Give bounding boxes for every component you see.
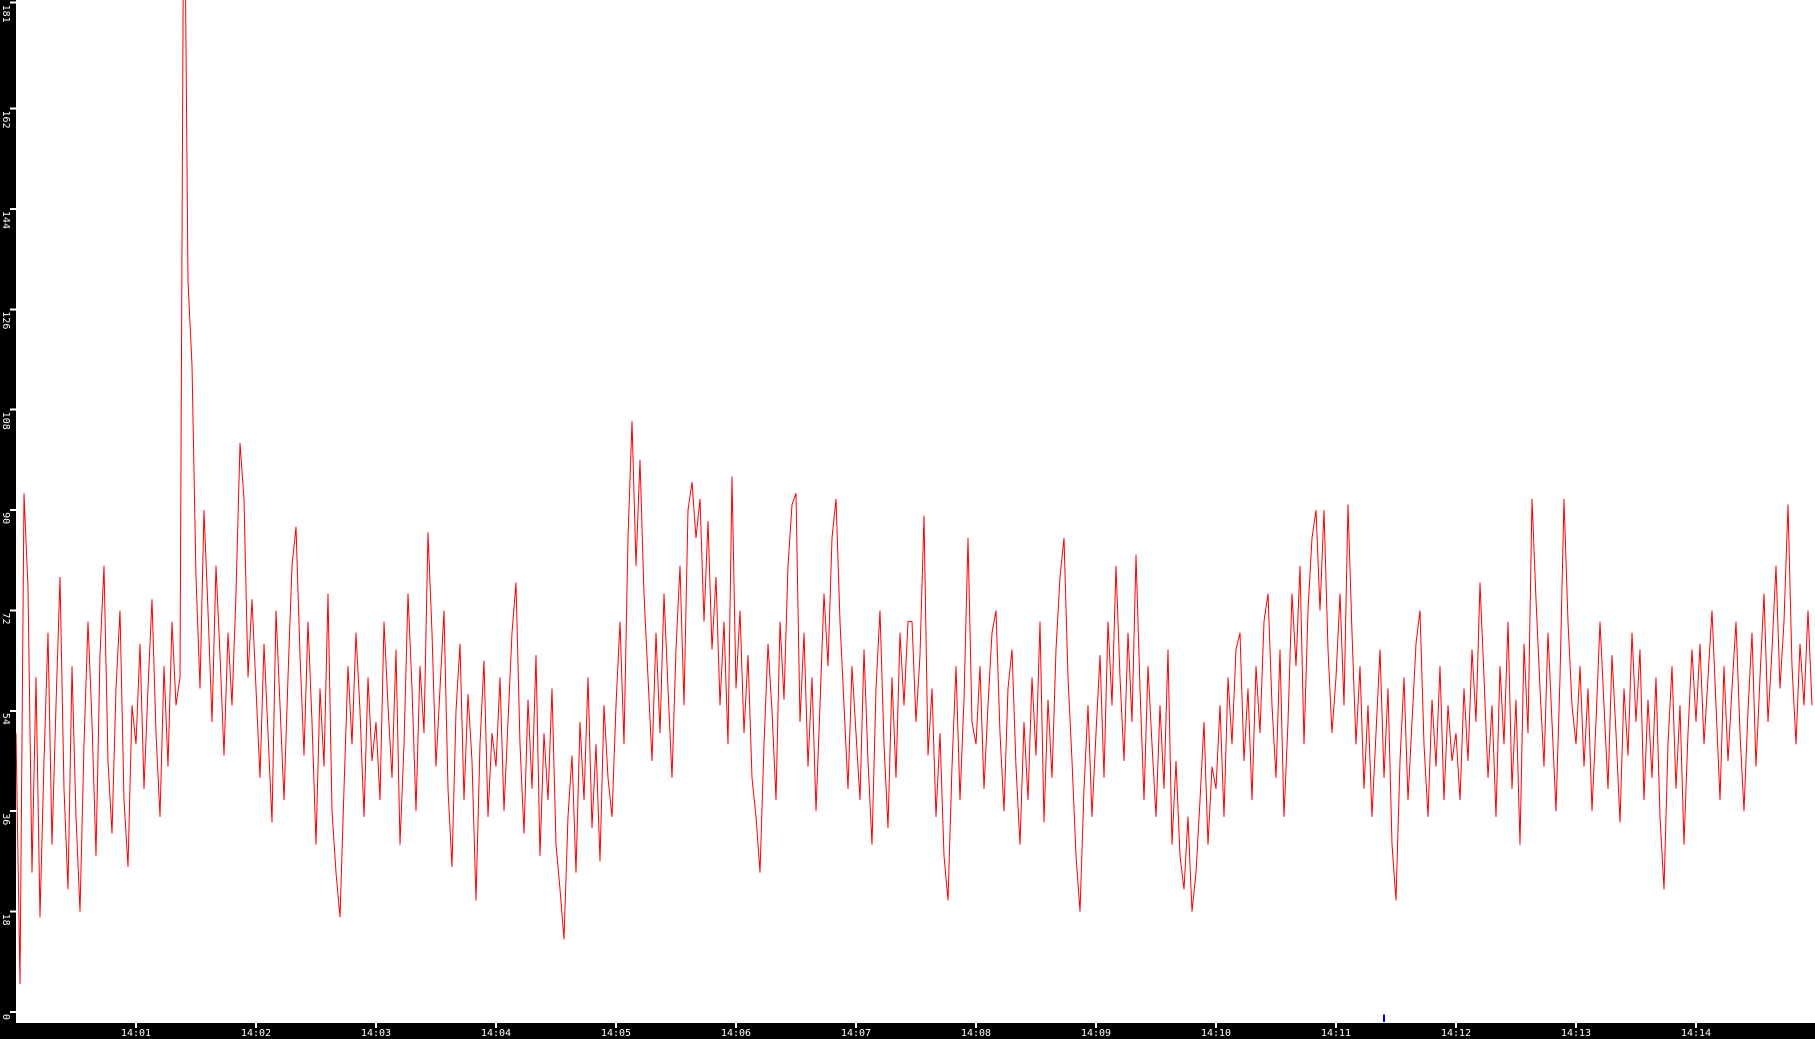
x-tick-label: 14:02 (241, 1028, 271, 1039)
x-tick-label: 14:13 (1561, 1028, 1591, 1039)
x-tick-label: 14:04 (481, 1028, 511, 1039)
x-tick-label: 14:09 (1081, 1028, 1111, 1039)
x-tick-label: 14:01 (121, 1028, 151, 1039)
plot-area[interactable] (16, 0, 1815, 1023)
x-tick-label: 14:08 (961, 1028, 991, 1039)
red-series-line (15, 0, 1813, 985)
y-tick-label: 181 (0, 5, 11, 23)
x-tick-label: 14:06 (721, 1028, 751, 1039)
x-tick-label: 14:03 (361, 1028, 391, 1039)
y-tick-label: 126 (0, 311, 11, 329)
x-tick-label: 14:14 (1681, 1028, 1711, 1039)
x-tick-label: 14:11 (1321, 1028, 1351, 1039)
y-tick-label: 162 (0, 111, 11, 129)
y-tick-label: 18 (0, 914, 11, 926)
y-tick-label: 54 (0, 713, 11, 725)
y-tick-label: 72 (0, 612, 11, 624)
x-axis-bar (0, 1023, 1815, 1039)
x-tick-label: 14:12 (1441, 1028, 1471, 1039)
x-tick-label: 14:10 (1201, 1028, 1231, 1039)
y-tick-label: 144 (0, 211, 11, 229)
y-tick-label: 36 (0, 813, 11, 825)
y-axis-bar (0, 0, 16, 1039)
y-tick-label: 0 (0, 1014, 11, 1020)
x-tick-label: 14:05 (601, 1028, 631, 1039)
x-tick-label: 14:07 (841, 1028, 871, 1039)
y-tick-label: 90 (0, 512, 11, 524)
y-tick-label: 108 (0, 412, 11, 430)
